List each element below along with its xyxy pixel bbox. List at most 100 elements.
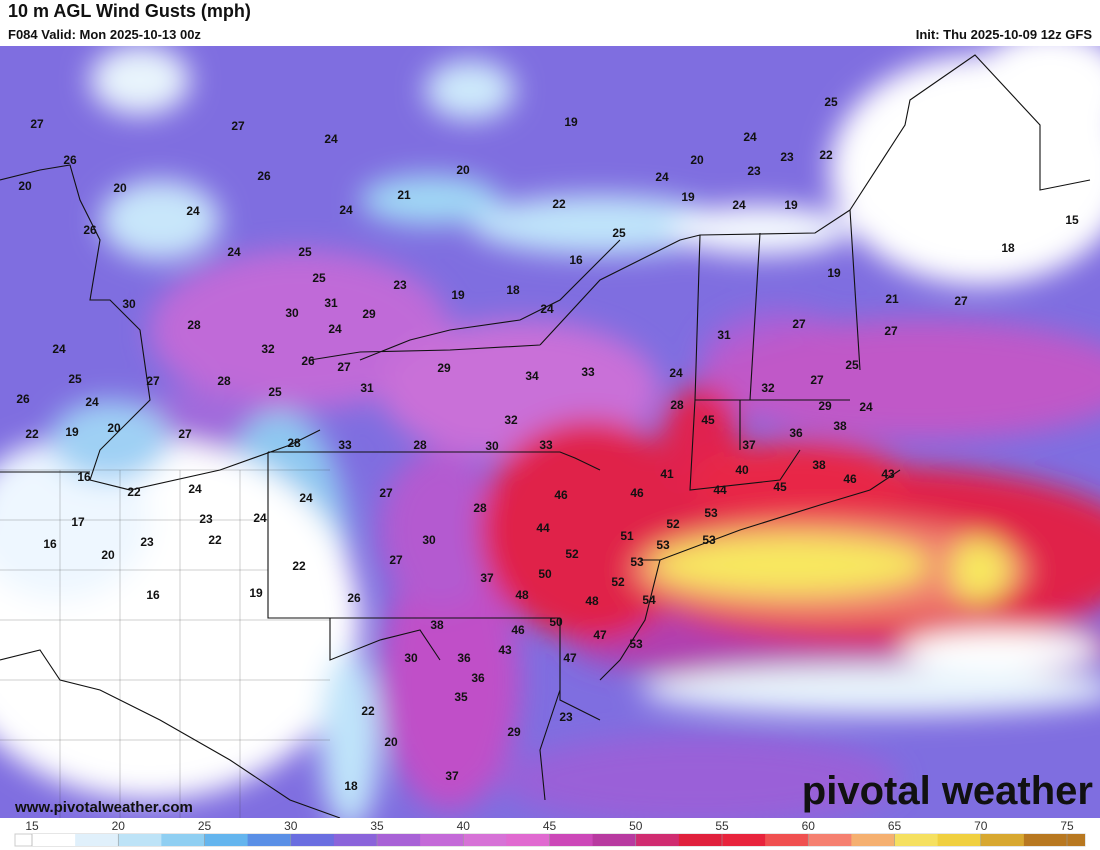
gust-label: 22 <box>127 485 141 499</box>
gust-label: 27 <box>231 119 245 133</box>
gust-label: 32 <box>504 413 518 427</box>
gust-label: 24 <box>328 322 342 336</box>
colorbar-swatch <box>980 834 1025 846</box>
colorbar-swatch <box>722 834 766 846</box>
colorbar-swatch <box>937 834 982 846</box>
gust-label: 46 <box>554 488 568 502</box>
gust-label: 45 <box>773 480 787 494</box>
gust-label: 54 <box>642 593 656 607</box>
colorbar-tick-label: 60 <box>802 819 816 833</box>
gust-label: 48 <box>585 594 599 608</box>
colorbar-swatch <box>678 834 723 846</box>
gust-label: 21 <box>885 292 899 306</box>
gust-label: 18 <box>506 283 520 297</box>
colorbar-swatch <box>32 834 76 846</box>
gust-label: 23 <box>140 535 154 549</box>
gust-label: 19 <box>827 266 841 280</box>
gust-label: 28 <box>473 501 487 515</box>
gust-label: 28 <box>670 398 684 412</box>
gust-label: 43 <box>881 467 895 481</box>
gust-label: 27 <box>30 117 44 131</box>
gust-label: 27 <box>146 374 160 388</box>
gust-label: 24 <box>339 203 353 217</box>
gust-label: 30 <box>422 533 436 547</box>
gust-label: 33 <box>539 438 553 452</box>
colorbar-tick-label: 45 <box>543 819 557 833</box>
gust-label: 18 <box>1001 241 1015 255</box>
gust-label: 53 <box>704 506 718 520</box>
colorbar-tick-label: 40 <box>457 819 471 833</box>
colorbar-swatch <box>894 834 939 846</box>
colorbar-tick-label: 20 <box>112 819 126 833</box>
gust-label: 20 <box>690 153 704 167</box>
gust-label: 24 <box>732 198 746 212</box>
gust-label: 22 <box>292 559 306 573</box>
gust-label: 30 <box>485 439 499 453</box>
colorbar-swatch <box>549 834 594 846</box>
title: 10 m AGL Wind Gusts (mph) <box>8 1 251 21</box>
gust-label: 50 <box>538 567 552 581</box>
gust-label: 40 <box>735 463 749 477</box>
gust-label: 24 <box>540 302 554 316</box>
gust-label: 22 <box>819 148 833 162</box>
gust-label: 46 <box>630 486 644 500</box>
gust-label: 44 <box>713 483 727 497</box>
county-lines <box>0 469 330 818</box>
gust-label: 23 <box>559 710 573 724</box>
gust-label: 30 <box>285 306 299 320</box>
gust-label: 19 <box>249 586 263 600</box>
gust-label: 38 <box>430 618 444 632</box>
gust-label: 29 <box>818 399 832 413</box>
gust-label: 20 <box>384 735 398 749</box>
boundaries <box>0 54 1091 818</box>
gust-label: 48 <box>515 588 529 602</box>
valid-time: F084 Valid: Mon 2025-10-13 00z <box>8 27 201 42</box>
gust-label: 44 <box>536 521 550 535</box>
colorbar-swatch <box>290 834 335 846</box>
gust-label: 27 <box>337 360 351 374</box>
gust-label: 19 <box>681 190 695 204</box>
gust-label: 27 <box>389 553 403 567</box>
gust-label: 24 <box>669 366 683 380</box>
colorbar-tick-label: 75 <box>1060 819 1074 833</box>
colorbar-swatch <box>204 834 249 846</box>
colorbar-swatch <box>118 834 162 846</box>
colorbar-swatch <box>247 834 292 846</box>
gust-label: 20 <box>101 548 115 562</box>
gust-label: 25 <box>298 245 312 259</box>
gust-label: 19 <box>784 198 798 212</box>
gust-label: 27 <box>884 324 898 338</box>
gust-label: 24 <box>299 491 313 505</box>
gust-label: 19 <box>451 288 465 302</box>
gust-label: 25 <box>268 385 282 399</box>
gust-label: 27 <box>379 486 393 500</box>
gust-label: 24 <box>186 204 200 218</box>
gust-label: 24 <box>324 132 338 146</box>
logo: pivotal weather <box>802 769 1093 813</box>
gust-label: 28 <box>187 318 201 332</box>
gust-label: 45 <box>701 413 715 427</box>
gust-label: 24 <box>227 245 241 259</box>
colorbar-tick-label: 35 <box>370 819 384 833</box>
gust-label: 23 <box>393 278 407 292</box>
gust-label: 34 <box>525 369 539 383</box>
gust-label: 16 <box>569 253 583 267</box>
gust-label: 47 <box>593 628 607 642</box>
gust-label: 31 <box>717 328 731 342</box>
gust-label: 26 <box>347 591 361 605</box>
gust-label: 26 <box>301 354 315 368</box>
gust-label: 18 <box>344 779 358 793</box>
colorbar: 15 20 25 30 35 40 45 50 55 60 65 70 75 <box>14 819 1086 847</box>
colorbar-swatch <box>333 834 378 846</box>
colorbar-tick-label: 55 <box>715 819 729 833</box>
gust-label: 52 <box>565 547 579 561</box>
gust-label: 31 <box>324 296 338 310</box>
gust-label: 37 <box>742 438 756 452</box>
gust-label: 28 <box>287 436 301 450</box>
gust-label: 23 <box>199 512 213 526</box>
gust-label: 32 <box>761 381 775 395</box>
colorbar-tick-label: 70 <box>974 819 988 833</box>
colorbar-tick-label: 25 <box>198 819 212 833</box>
gust-label: 36 <box>471 671 485 685</box>
